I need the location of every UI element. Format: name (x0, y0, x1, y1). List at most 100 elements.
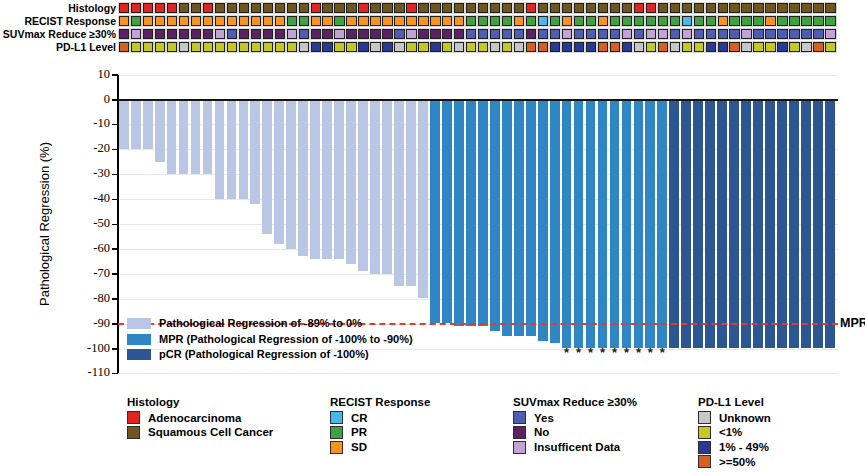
legend-swatch (513, 426, 526, 439)
track-cell (143, 16, 153, 26)
track-cell (670, 3, 680, 13)
track-cell (275, 42, 285, 52)
gridline (118, 373, 838, 374)
track-cell (682, 42, 692, 52)
track-cell (131, 42, 141, 52)
track-cell (299, 3, 309, 13)
track-cell (418, 42, 428, 52)
track-cell (227, 42, 237, 52)
plot-legend-row: pCR (Pathological Regression of -100%) (127, 348, 457, 361)
track-cell (275, 3, 285, 13)
y-tick-label: -90 (68, 316, 110, 331)
zero-axis-line (118, 99, 838, 101)
track-cell (155, 3, 165, 13)
legend-label: Insufficent Data (534, 441, 620, 453)
bar (729, 100, 739, 348)
track-cell (682, 3, 692, 13)
track-cell (789, 16, 799, 26)
track-cell (155, 29, 165, 39)
track-cell (646, 42, 656, 52)
y-tick-label: -40 (68, 191, 110, 206)
track-cell (706, 3, 716, 13)
track-cell (490, 29, 500, 39)
track-cell (514, 42, 524, 52)
track-cell (191, 16, 201, 26)
track-cell (741, 29, 751, 39)
track-cell (418, 3, 428, 13)
bar (502, 100, 512, 336)
legend-swatch (698, 441, 711, 454)
track-cell (694, 16, 704, 26)
track-cell (394, 16, 404, 26)
track-cell (203, 29, 213, 39)
track-label-4: PD-L1 Level (0, 41, 116, 53)
track-cell (801, 29, 811, 39)
track-cell (119, 3, 129, 13)
legend-label: CR (351, 412, 368, 424)
track-cell (610, 42, 620, 52)
bar (346, 100, 356, 263)
waterfall-plot-figure: HistologyRECIST ResponseSUVmax Reduce ≥3… (0, 0, 865, 472)
track-cell (753, 29, 763, 39)
track-cell (370, 29, 380, 39)
track-cell (442, 42, 452, 52)
bar (490, 100, 500, 331)
track-cell (526, 42, 536, 52)
track-cell (406, 29, 416, 39)
track-cell (251, 3, 261, 13)
bar (334, 100, 344, 258)
y-tick-label: -100 (68, 341, 110, 356)
track-cell (634, 42, 644, 52)
track-cell (131, 3, 141, 13)
track-cell (753, 3, 763, 13)
track-cell (131, 29, 141, 39)
track-cell (526, 16, 536, 26)
track-cell (119, 29, 129, 39)
track-cell (478, 16, 488, 26)
y-tick-label: -20 (68, 141, 110, 156)
track-cell (825, 29, 835, 39)
track-cell (706, 16, 716, 26)
track-cell (263, 3, 273, 13)
y-tick-label: -80 (68, 291, 110, 306)
track-cell (334, 29, 344, 39)
track-cell (119, 42, 129, 52)
track-cell (143, 3, 153, 13)
track-cell (442, 3, 452, 13)
track-cell (203, 42, 213, 52)
track-cell (813, 3, 823, 13)
track-cell (658, 16, 668, 26)
legend-group-title: PD-L1 Level (698, 396, 764, 408)
legend-label: MPR (Pathological Regression of -100% to… (159, 333, 413, 345)
track-cell (813, 42, 823, 52)
track-cell (682, 16, 692, 26)
bar (215, 100, 225, 199)
bar (526, 100, 536, 336)
track-cell (658, 29, 668, 39)
y-tick-label: -50 (68, 216, 110, 231)
track-cell (825, 3, 835, 13)
track-cell (789, 42, 799, 52)
track-cell (322, 29, 332, 39)
track-cell (598, 3, 608, 13)
track-cell (167, 29, 177, 39)
plot-legend-row: MPR (Pathological Regression of -100% to… (127, 333, 457, 346)
bar (454, 100, 464, 326)
track-cell (322, 16, 332, 26)
track-label-2: RECIST Response (0, 15, 116, 27)
track-label-1: Histology (0, 2, 116, 14)
track-cell (454, 29, 464, 39)
bar (191, 100, 201, 174)
track-cell (191, 29, 201, 39)
legend-group-title: Histology (127, 396, 179, 408)
bar (227, 100, 237, 199)
track-cell (718, 16, 728, 26)
track-cell (514, 16, 524, 26)
track-cell (765, 16, 775, 26)
bar (203, 100, 213, 174)
track-cell (550, 42, 560, 52)
track-cell (394, 42, 404, 52)
bar (657, 100, 667, 348)
track-cell (203, 16, 213, 26)
track-cell (394, 29, 404, 39)
